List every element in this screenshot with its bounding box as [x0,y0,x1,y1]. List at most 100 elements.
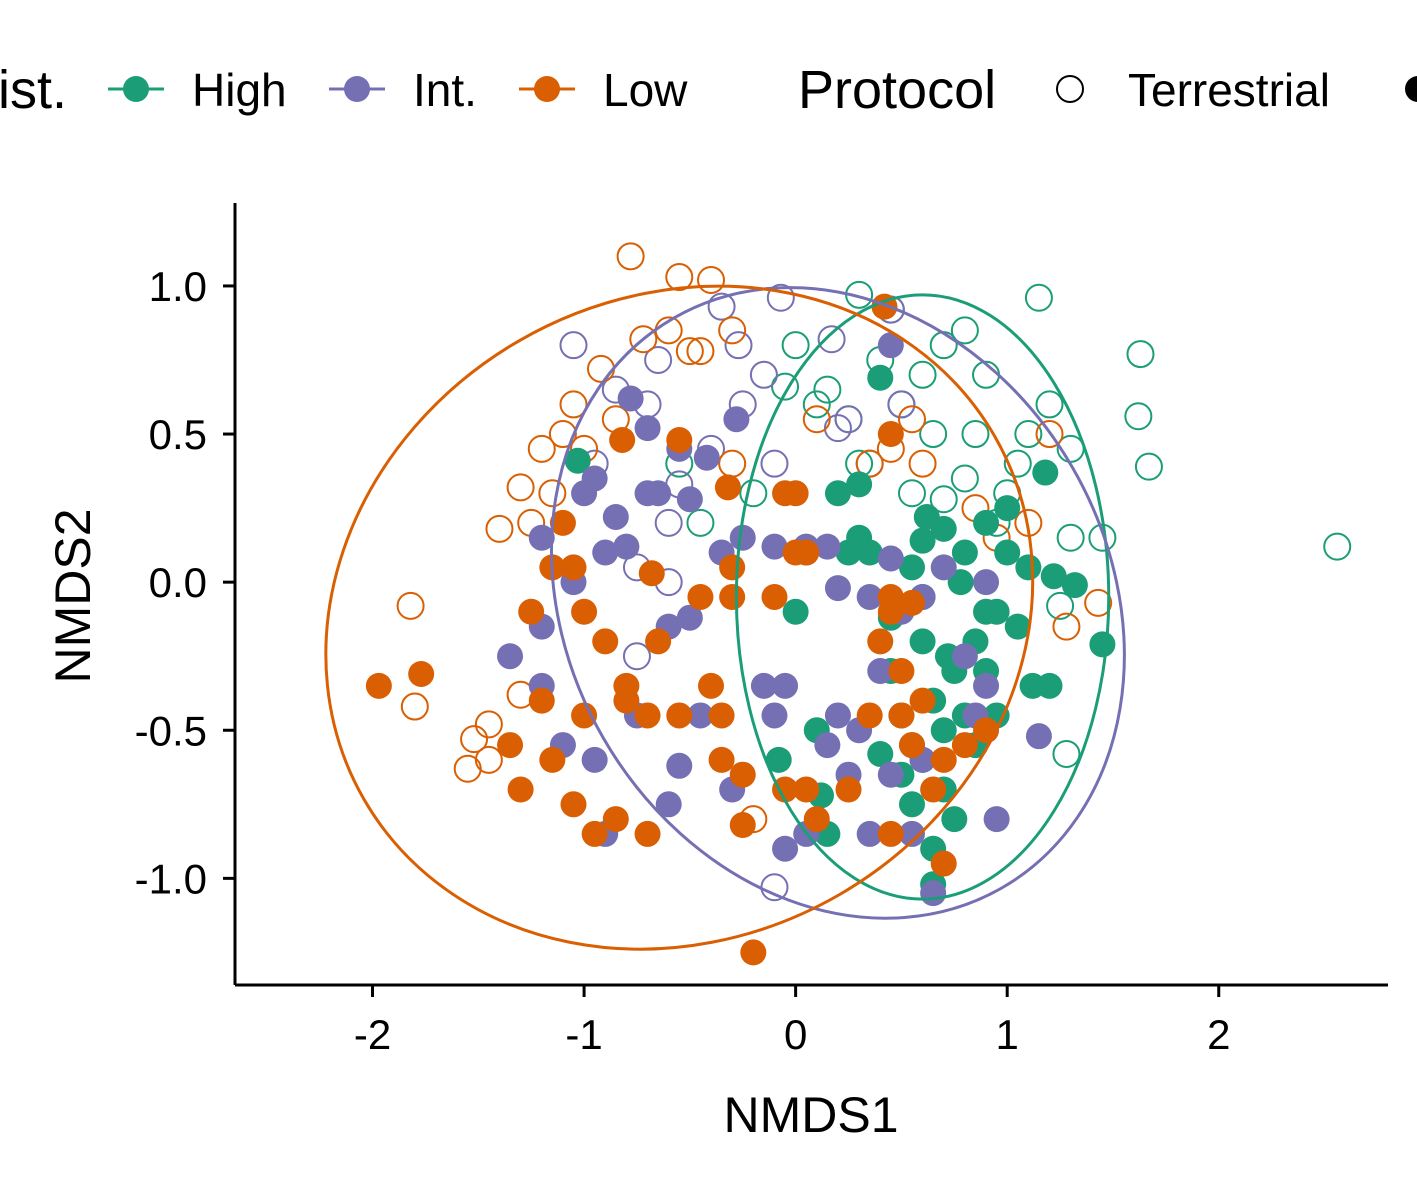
point-int-filled [497,643,524,670]
point-high-filled [867,740,894,767]
point-low-filled [793,776,820,803]
point-high-terrestrial [1046,591,1075,620]
point-low-filled [560,554,587,581]
legend-entry-high: High [108,64,287,116]
point-low-filled [898,589,925,616]
point-high-filled [909,527,936,554]
point-high-terrestrial [929,331,958,360]
point-int-filled [761,533,788,560]
point-low-filled [687,583,714,610]
point-high-terrestrial [781,331,810,360]
point-low-filled [877,421,904,448]
point-low-filled [666,702,693,729]
point-high-filled [1061,572,1088,599]
point-low-filled [951,732,978,759]
point-int-terrestrial [622,642,651,671]
point-low-terrestrial [538,479,567,508]
point-low-filled [729,761,756,788]
point-low-terrestrial [506,473,535,502]
point-high-filled [1032,459,1059,486]
point-int-filled [723,406,750,433]
point-int-terrestrial [707,292,736,321]
y-tick-label: -0.5 [135,707,207,754]
point-low-filled [888,702,915,729]
point-high-terrestrial [919,420,948,449]
point-high-terrestrial [813,375,842,404]
point-int-filled [676,604,703,631]
point-int-terrestrial [559,331,588,360]
point-low-terrestrial [675,337,704,366]
point-low-terrestrial [474,710,503,739]
point-low-filled [613,687,640,714]
plot-area [324,242,1352,966]
point-low-filled [698,672,725,699]
point-low-filled [408,660,435,687]
point-low-terrestrial [718,316,747,345]
point-low-terrestrial [629,325,658,354]
point-low-terrestrial [802,405,831,434]
axes: -2 -1 0 1 2 -1.0 -0.5 0.0 0.5 1.0 [135,203,1388,1058]
point-high-terrestrial [739,479,768,508]
point-low-filled [645,628,672,655]
point-int-filled [983,806,1010,833]
point-low-terrestrial [586,354,615,383]
point-low-filled [714,474,741,501]
point-high-filled [1019,672,1046,699]
point-high-terrestrial [771,372,800,401]
x-tick-label: -1 [565,1011,602,1058]
point-low-terrestrial [718,449,747,478]
point-low-terrestrial [616,242,645,271]
point-low-filled [856,702,883,729]
point-high-terrestrial [1056,523,1085,552]
legend-marker-int [344,76,370,102]
point-high-terrestrial [1126,340,1155,369]
point-high-filled [765,746,792,773]
point-low-filled [609,426,636,453]
point-low-terrestrial [559,390,588,419]
point-low-filled [719,554,746,581]
point-int-terrestrial [887,390,916,419]
legend-marker-terrestrial [1056,75,1084,103]
point-int-filled [898,820,925,847]
point-int-filled [729,524,756,551]
point-high-terrestrial [897,479,926,508]
point-int-terrestrial [766,283,795,312]
point-low-filled [634,702,661,729]
point-int-filled [581,746,608,773]
legend-label-terrestrial: Terrestrial [1128,64,1330,116]
point-low-filled [782,480,809,507]
ellipse-int [550,286,1126,920]
y-tick-label: -1.0 [135,855,207,902]
point-high-filled [564,447,591,474]
point-low-filled [729,812,756,839]
point-high-filled [930,717,957,744]
point-int-filled [814,732,841,759]
legend-marker-low [534,76,560,102]
point-low-filled [666,426,693,453]
legend: ist. High Int. Low Protocol Terrestrial [0,60,1417,120]
point-int-filled [856,820,883,847]
point-int-filled [666,752,693,779]
point-int-terrestrial [644,345,673,374]
point-low-terrestrial [1035,420,1064,449]
legend-label-low: Low [603,64,688,116]
point-low-filled [867,628,894,655]
x-tick-label: 0 [784,1011,807,1058]
point-int-filled [877,332,904,359]
point-low-filled [638,560,665,587]
x-tick-label: -2 [354,1011,391,1058]
point-high-filled [973,598,1000,625]
point-low-filled [571,702,598,729]
point-low-filled [507,776,534,803]
point-low-filled [898,732,925,759]
legend-entry-terrestrial: Terrestrial [1056,64,1330,116]
point-low-terrestrial [548,420,577,449]
point-high-filled [973,509,1000,536]
point-int-filled [824,702,851,729]
point-high-terrestrial [1124,402,1153,431]
point-low-filled [719,583,746,610]
point-high-filled [898,791,925,818]
point-low-terrestrial [665,263,694,292]
point-int-terrestrial [834,405,863,434]
point-high-terrestrial [908,360,937,389]
